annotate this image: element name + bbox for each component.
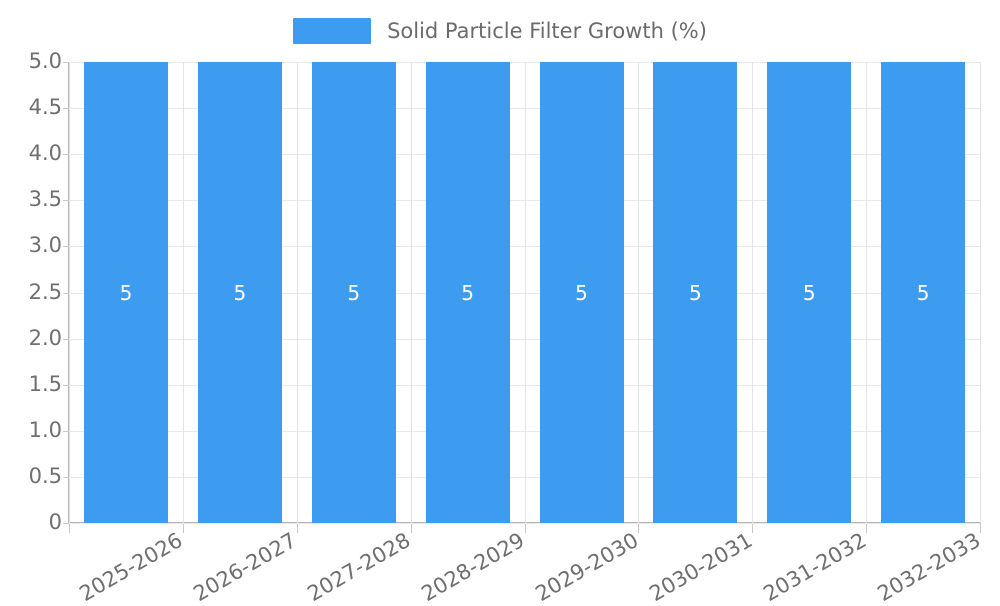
bar-value-label: 5 — [233, 280, 247, 305]
bar[interactable] — [881, 62, 966, 523]
x-axis-tick-label: 2029-2030 — [531, 528, 643, 606]
x-axis-tick-mark — [752, 524, 753, 533]
bar-value-label: 5 — [119, 280, 133, 305]
y-axis-tick-label: 2.5 — [28, 279, 62, 304]
y-axis-tick-label: 1.0 — [28, 417, 62, 442]
bar-group: 5 — [411, 62, 525, 523]
x-axis-tick-label: 2032-2033 — [872, 528, 984, 606]
y-axis-tick-mark — [63, 108, 69, 110]
y-axis-tick-mark — [63, 430, 69, 432]
y-axis-tick-label: 2.0 — [28, 325, 62, 350]
y-axis-tick-mark — [63, 246, 69, 248]
y-axis-tick-label: 5.0 — [28, 49, 62, 73]
y-axis-tick-mark — [63, 338, 69, 340]
y-axis-tick-mark — [63, 292, 69, 294]
bar-value-label: 5 — [802, 280, 816, 305]
chart-legend: Solid Particle Filter Growth (%) — [0, 14, 1000, 48]
bar-group: 5 — [866, 62, 980, 523]
bar-value-label: 5 — [461, 280, 474, 305]
x-axis-tick-mark — [411, 524, 412, 533]
y-axis-tick-mark — [63, 154, 69, 156]
y-axis-tick-labels: 0 0.5 1.0 1.5 2.0 2.5 3.0 3.5 4.0 4.5 5.0 — [0, 0, 62, 600]
bar-value-label: 5 — [689, 280, 702, 305]
x-axis-tick-label: 2025-2026 — [75, 528, 187, 606]
bar-value-label: 5 — [575, 280, 588, 305]
x-axis-tick-mark — [297, 524, 298, 533]
bar[interactable] — [539, 62, 624, 523]
bar-group: 5 — [752, 62, 866, 523]
x-axis-tick-label: 2028-2029 — [417, 528, 529, 606]
bar[interactable] — [653, 62, 738, 523]
y-axis-tick-mark — [63, 476, 69, 478]
y-axis-tick-label: 3.0 — [28, 233, 62, 258]
x-axis-tick-label: 2027-2028 — [303, 528, 415, 606]
bar-value-label: 5 — [916, 280, 930, 305]
gridline-vertical — [980, 62, 981, 523]
y-axis-tick-label: 1.5 — [28, 371, 62, 396]
bar[interactable] — [425, 62, 510, 523]
bar-value-label: 5 — [347, 280, 361, 305]
legend-swatch-solid-particle-filter-growth[interactable] — [293, 18, 372, 44]
bar[interactable] — [311, 62, 396, 523]
x-axis-tick-mark — [183, 524, 184, 533]
bar-group: 5 — [69, 62, 183, 523]
bar-group: 5 — [525, 62, 639, 523]
x-axis-tick-mark — [525, 524, 526, 533]
bar-group: 5 — [638, 62, 752, 523]
bar[interactable] — [197, 62, 282, 523]
y-axis-tick-label: 3.5 — [28, 187, 62, 212]
bar-group: 5 — [297, 62, 411, 523]
y-axis-tick-label: 4.5 — [28, 95, 62, 120]
x-axis-tick-mark — [866, 524, 867, 533]
bar-group: 5 — [183, 62, 297, 523]
bar[interactable] — [84, 62, 168, 523]
y-axis-tick-label: 4.0 — [28, 141, 62, 166]
bar[interactable] — [767, 62, 852, 523]
plot-area: 5 5 5 5 5 5 5 5 — [69, 62, 981, 524]
y-axis-tick-mark — [63, 523, 69, 524]
y-axis-tick-label: 0 — [48, 510, 62, 534]
x-axis-tick-mark — [638, 524, 639, 533]
x-axis-tick-label: 2031-2032 — [758, 528, 871, 606]
legend-label-solid-particle-filter-growth[interactable]: Solid Particle Filter Growth (%) — [387, 19, 707, 43]
y-axis-tick-mark — [63, 384, 69, 386]
x-axis-tick-label: 2026-2027 — [189, 528, 301, 606]
y-axis-tick-mark — [63, 62, 69, 63]
x-axis-tick-mark — [69, 524, 70, 533]
y-axis-tick-mark — [63, 200, 69, 202]
x-axis-tick-label: 2030-2031 — [645, 528, 757, 606]
x-axis-tick-mark — [980, 524, 981, 533]
bar-series-solid-particle-filter-growth: 5 5 5 5 5 5 5 5 — [69, 62, 980, 523]
y-axis-tick-label: 0.5 — [28, 463, 62, 488]
